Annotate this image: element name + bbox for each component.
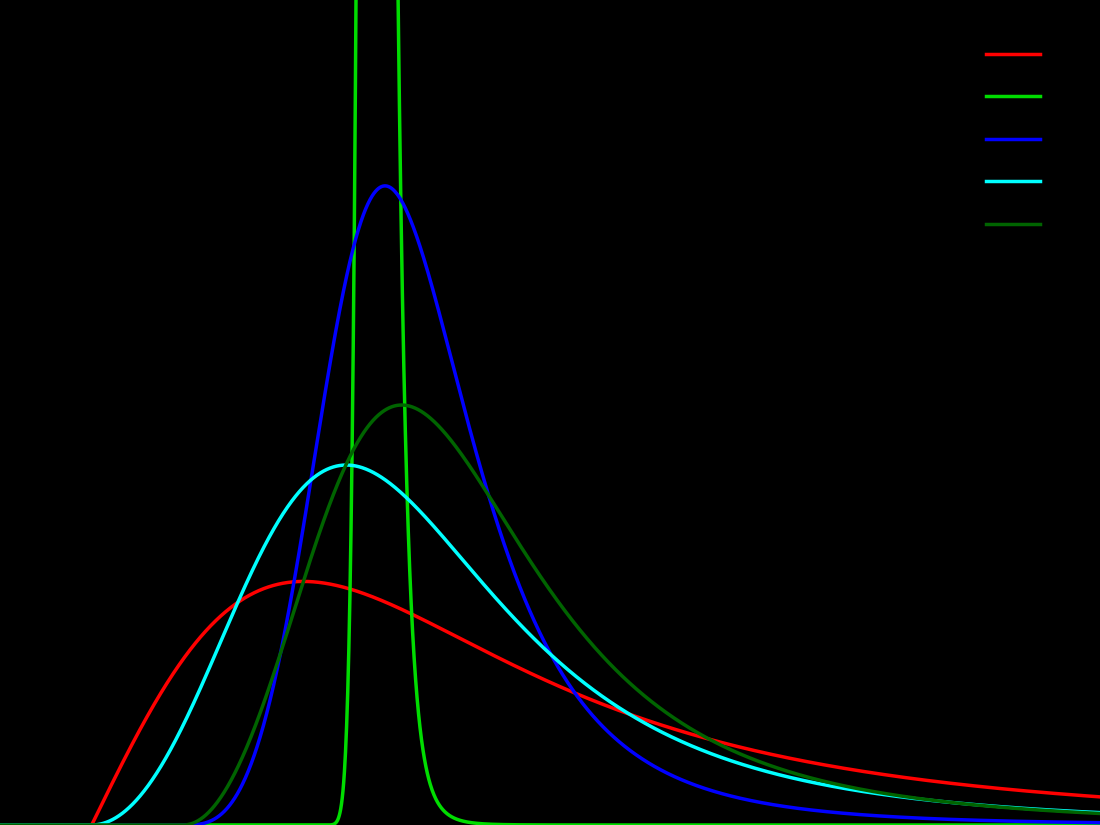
Legend: , , , , : , , , , <box>964 24 1070 255</box>
